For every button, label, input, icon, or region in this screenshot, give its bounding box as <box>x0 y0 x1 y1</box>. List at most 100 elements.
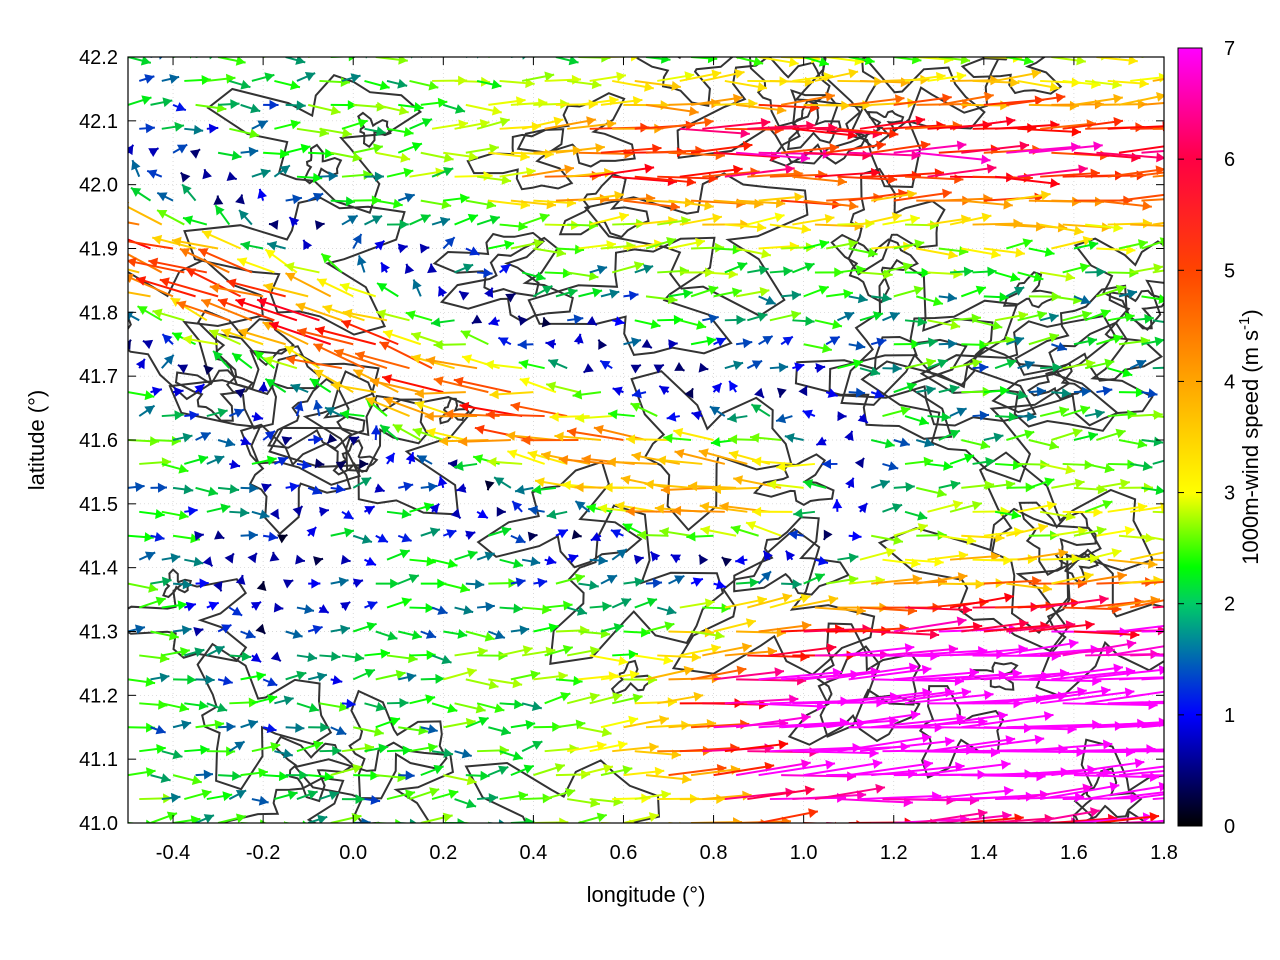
wind-vector-shaft <box>1096 814 1160 823</box>
wind-vector-head <box>707 57 718 64</box>
wind-vector-head <box>857 293 868 304</box>
wind-vector <box>184 410 199 421</box>
wind-vector-head <box>1229 653 1238 663</box>
wind-vector-head <box>981 154 991 165</box>
wind-vector <box>150 531 165 542</box>
wind-vector <box>574 500 591 513</box>
wind-vector <box>308 57 313 58</box>
wind-vector <box>285 355 343 370</box>
wind-vector <box>161 749 183 760</box>
wind-vector-shaft <box>1141 150 1164 154</box>
wind-vector <box>195 674 215 685</box>
wind-vector <box>453 376 512 394</box>
wind-vector <box>206 407 228 418</box>
wind-vector <box>1096 525 1135 537</box>
wind-vector-shaft <box>379 341 433 370</box>
wind-vector <box>589 212 630 226</box>
wind-vector <box>784 433 804 443</box>
wind-vector <box>1073 571 1127 585</box>
wind-vector-shaft <box>1017 127 1082 134</box>
wind-vector-head <box>420 214 431 224</box>
wind-vector-head <box>465 798 477 809</box>
wind-vector <box>589 740 628 753</box>
wind-vector-head <box>1037 523 1048 533</box>
wind-vector <box>465 630 495 642</box>
wind-vector <box>397 533 412 543</box>
wind-vector-shaft <box>1141 240 1164 250</box>
wind-vector-head <box>1144 313 1154 324</box>
wind-vector-head <box>240 436 251 446</box>
wind-vector <box>521 213 550 226</box>
wind-vector <box>228 740 246 753</box>
wind-vector <box>431 702 458 714</box>
wind-vector <box>397 193 416 203</box>
wind-vector-head <box>568 554 579 564</box>
wind-vector-head <box>855 387 866 398</box>
wind-vector <box>356 255 367 273</box>
wind-vector-head <box>805 316 815 327</box>
wind-vector <box>374 483 385 493</box>
wind-vector <box>781 143 839 154</box>
wind-vector <box>264 377 287 393</box>
wind-vector-head <box>379 341 390 351</box>
wind-vector <box>882 311 901 322</box>
wind-vector-head <box>147 169 158 179</box>
wind-vector <box>1096 478 1130 489</box>
wind-vector <box>960 285 987 298</box>
wind-vector <box>848 664 932 681</box>
wind-vector-head <box>1127 409 1137 420</box>
wind-vector-head <box>190 815 201 823</box>
wind-vector-head <box>1024 429 1035 440</box>
wind-vector-head <box>351 813 362 823</box>
wind-vector <box>330 151 363 163</box>
wind-vector <box>330 381 376 394</box>
wind-vector-head <box>239 209 249 221</box>
wind-vector-head <box>166 811 178 821</box>
wind-vector-head <box>344 527 354 538</box>
wind-vector <box>206 702 228 713</box>
wind-vector-head <box>752 506 762 517</box>
wind-vector-head <box>674 448 685 459</box>
wind-vector-head <box>268 219 279 230</box>
wind-vector-head <box>1252 789 1261 799</box>
wind-vector-head <box>1093 507 1103 518</box>
wind-vector-head <box>581 454 591 465</box>
wind-vector <box>308 434 323 445</box>
wind-vector <box>184 556 204 567</box>
wind-vector-head <box>159 672 170 683</box>
wind-vector-head <box>284 262 295 272</box>
wind-vector-head <box>783 266 793 277</box>
wind-vector-shaft <box>128 295 129 297</box>
wind-vector-head <box>1083 571 1094 582</box>
wind-vector <box>497 336 512 347</box>
wind-vector-head <box>1065 271 1075 282</box>
wind-vector-head <box>825 92 835 102</box>
wind-vector-head <box>222 675 233 686</box>
wind-vector <box>792 262 815 274</box>
x-tick-label: -0.4 <box>156 842 190 864</box>
wind-vector <box>758 57 799 68</box>
wind-vector <box>322 304 365 322</box>
wind-vector <box>949 116 1016 130</box>
wind-vector <box>1118 624 1164 633</box>
wind-vector <box>340 319 399 346</box>
wind-vector-head <box>800 593 811 604</box>
wind-vector <box>397 243 408 254</box>
wind-vector-head <box>433 376 444 386</box>
wind-vector <box>623 199 680 212</box>
wind-vector <box>382 329 422 346</box>
wind-vector-head <box>596 264 608 275</box>
wind-vector-head <box>1215 214 1225 224</box>
wind-vector <box>517 339 534 350</box>
wind-vector-shaft <box>195 57 202 58</box>
terrain-contour <box>558 173 650 239</box>
wind-vector <box>781 579 802 590</box>
wind-vector-shaft <box>916 624 983 633</box>
wind-vector-head <box>208 601 219 611</box>
wind-vector-head <box>213 195 224 205</box>
wind-vector <box>228 789 247 800</box>
wind-vector-head <box>1142 46 1152 56</box>
wind-vector-head <box>201 298 212 308</box>
wind-vector <box>319 701 349 712</box>
wind-vector-head <box>484 287 494 298</box>
